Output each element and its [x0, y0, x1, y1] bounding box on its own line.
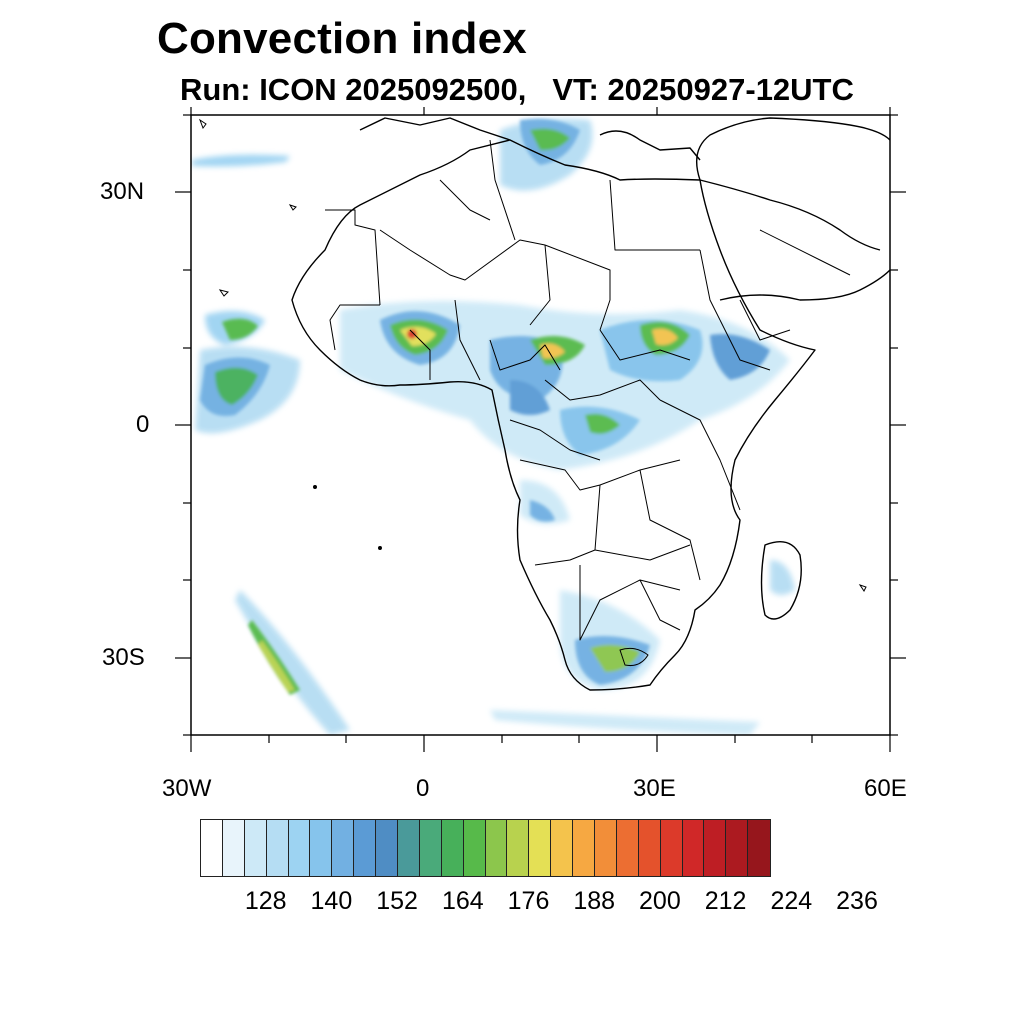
- colorbar-cell: [376, 820, 399, 876]
- colorbar-cell: [529, 820, 552, 876]
- x-tick-label-0: 0: [416, 775, 430, 802]
- x-tick-label-30e: 30E: [633, 775, 676, 802]
- colorbar: [200, 819, 772, 877]
- colorbar-tick-label: 212: [704, 887, 747, 915]
- country-borders: [325, 139, 851, 666]
- colorbar-cell: [682, 820, 705, 876]
- colorbar-cell: [485, 820, 508, 876]
- colorbar-tick-label: 236: [836, 887, 878, 915]
- colorbar-cell: [551, 820, 574, 876]
- colorbar-tick-label: 176: [507, 887, 550, 915]
- colorbar-cell: [726, 820, 749, 876]
- colorbar-cell: [463, 820, 486, 876]
- colorbar-cell: [419, 820, 442, 876]
- colorbar-cell: [573, 820, 596, 876]
- chart-title: Convection index: [157, 14, 527, 63]
- colorbar-tick-label: 128: [244, 887, 287, 915]
- colorbar-tick-label: 140: [310, 887, 353, 915]
- colorbar-cell: [332, 820, 355, 876]
- tick-marks: [175, 107, 906, 752]
- valid-time: VT: 20250927-12UTC: [552, 72, 854, 107]
- colorbar-cell: [638, 820, 661, 876]
- colorbar-cell: [398, 820, 420, 876]
- colorbar-cell: [595, 820, 617, 876]
- colorbar-tick-label: 152: [376, 887, 418, 915]
- colorbar-tick-label: 200: [639, 887, 681, 915]
- colorbar-tick-label: 164: [441, 887, 484, 915]
- islands: [198, 118, 867, 592]
- colorbar-cell: [660, 820, 683, 876]
- colorbar-tick-label: 188: [573, 887, 616, 915]
- x-tick-label-60e: 60E: [864, 775, 907, 802]
- colorbar-cell: [507, 820, 530, 876]
- y-tick-label-30n: 30N: [100, 178, 145, 205]
- colorbar-cell: [201, 820, 223, 876]
- colorbar-cell: [748, 820, 771, 876]
- colorbar-cell: [441, 820, 464, 876]
- y-tick-label-0: 0: [136, 411, 150, 438]
- colorbar-cell: [354, 820, 377, 876]
- colorbar-cell: [288, 820, 311, 876]
- x-tick-label-30w: 30W: [162, 775, 212, 802]
- colorbar-cell: [266, 820, 289, 876]
- run-info: Run: ICON 2025092500,: [180, 72, 527, 107]
- convection-core: [200, 118, 770, 695]
- colorbar-cell: [310, 820, 333, 876]
- chart-subtitle: Run: ICON 2025092500, VT: 20250927-12UTC: [180, 72, 854, 108]
- colorbar-cell: [704, 820, 727, 876]
- colorbar-cell: [616, 820, 639, 876]
- y-tick-label-30s: 30S: [102, 644, 145, 671]
- convection-field: [192, 118, 795, 735]
- coastlines: [291, 117, 890, 691]
- colorbar-cell: [244, 820, 267, 876]
- colorbar-tick-label: 224: [770, 887, 813, 915]
- colorbar-cell: [222, 820, 245, 876]
